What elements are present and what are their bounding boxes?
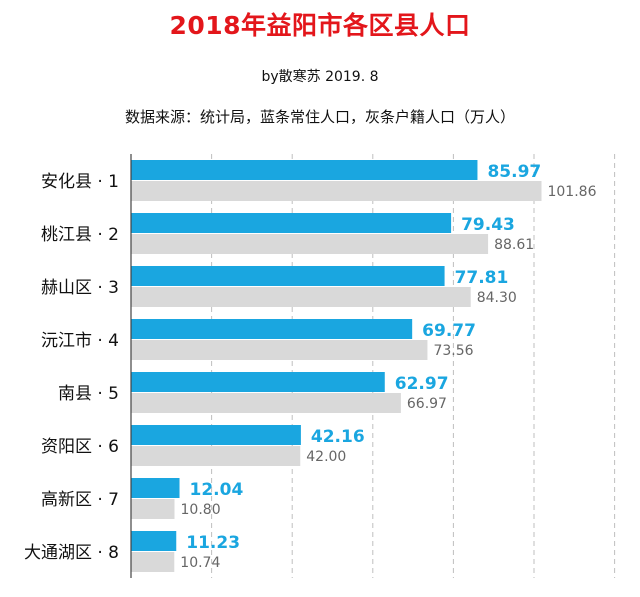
resident-bar [131,478,180,498]
registered-value-label: 42.00 [306,449,346,465]
category-label: 沅江市 · 4 [41,331,119,351]
chart-source-note: 数据来源：统计局，蓝条常住人口，灰条户籍人口（万人） [124,108,515,126]
category-label: 大通湖区 · 8 [24,543,119,563]
resident-bar [131,372,385,392]
registered-bar [131,287,471,307]
registered-value-label: 73.56 [433,343,473,359]
category-label: 赫山区 · 3 [41,278,119,298]
resident-value-label: 62.97 [395,374,449,394]
resident-value-label: 11.23 [186,533,240,553]
resident-bar [131,425,301,445]
resident-bar [131,319,413,339]
resident-bar [131,213,452,233]
registered-bar [131,234,489,254]
resident-value-label: 12.04 [190,480,244,500]
registered-value-label: 66.97 [407,396,447,412]
registered-value-label: 101.86 [547,184,596,200]
registered-value-label: 10.74 [180,555,220,571]
resident-value-label: 42.16 [311,427,365,447]
category-label: 桃江县 · 2 [41,225,119,245]
category-label: 安化县 · 1 [41,172,119,192]
registered-bar [131,393,401,413]
resident-bar [131,531,177,551]
resident-value-label: 77.81 [455,268,509,288]
chart-byline: by散寒苏 2019. 8 [261,69,379,85]
registered-bar [131,340,428,360]
category-label: 高新区 · 7 [41,490,119,510]
registered-bar [131,552,175,572]
resident-value-label: 69.77 [422,321,476,341]
registered-bar [131,181,542,201]
category-label: 南县 · 5 [58,384,119,404]
resident-value-label: 79.43 [461,215,515,235]
resident-bar [131,160,478,180]
registered-value-label: 10.80 [181,502,221,518]
registered-value-label: 88.61 [494,237,534,253]
registered-value-label: 84.30 [477,290,517,306]
resident-value-label: 85.97 [487,162,541,182]
resident-bar [131,266,445,286]
registered-bar [131,499,175,519]
chart-title: 2018年益阳市各区县人口 [169,11,471,40]
registered-bar [131,446,301,466]
category-label: 资阳区 · 6 [41,437,119,457]
